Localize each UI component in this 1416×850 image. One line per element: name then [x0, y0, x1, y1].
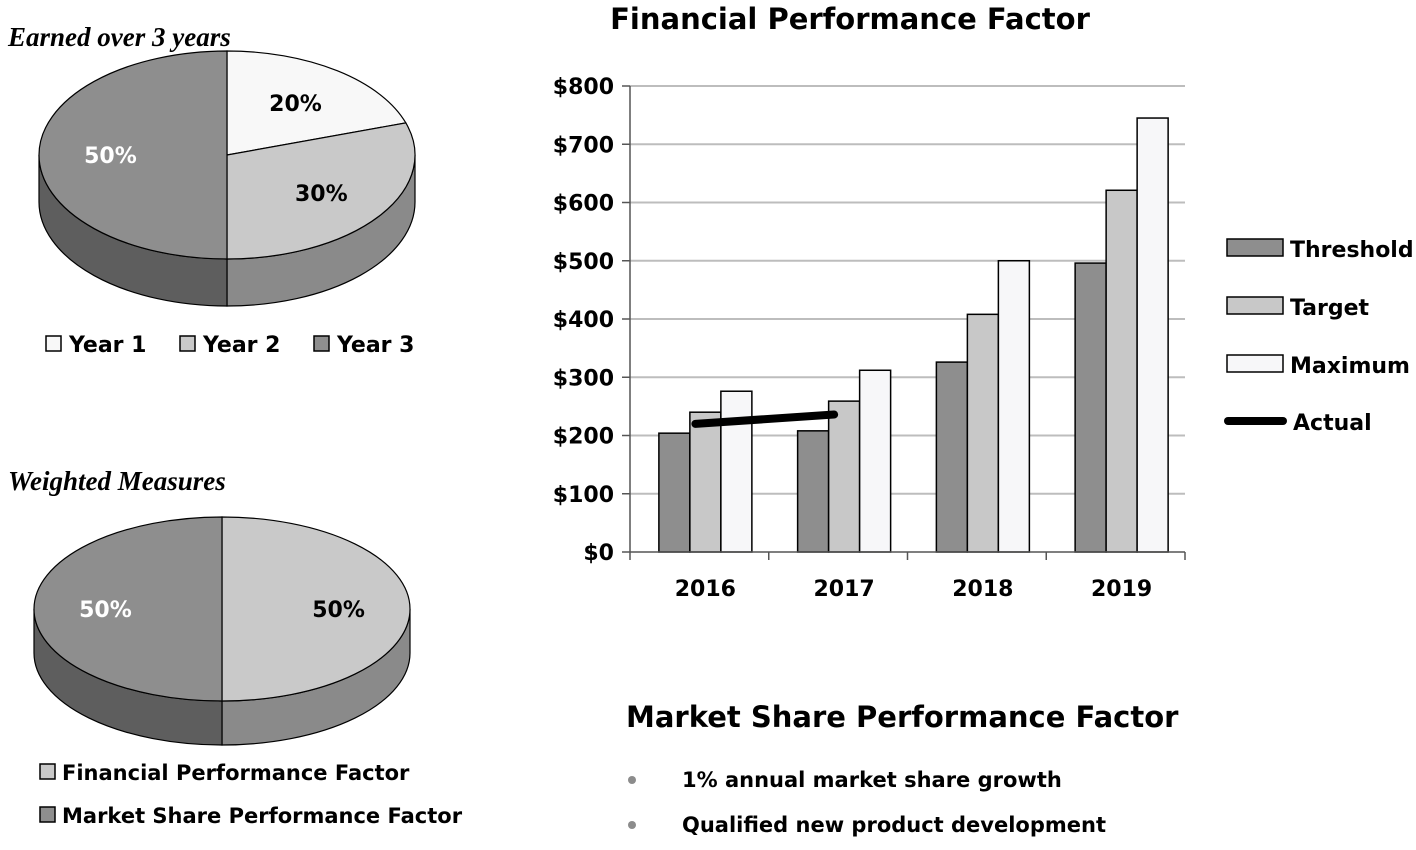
- y-tick-label: $300: [553, 366, 614, 391]
- pie-data-label: 30%: [295, 182, 348, 207]
- pie1-chart: 20% 30% 50%: [38, 50, 416, 307]
- pie2-legend: Financial Performance Factor Market Share…: [39, 761, 463, 828]
- market-share-bullet: 1% annual market share growth: [628, 760, 1106, 805]
- legend-swatch: [1226, 296, 1284, 315]
- pie-data-label: 20%: [269, 92, 322, 117]
- legend-label: Year 2: [202, 333, 281, 358]
- pie-slice: [221, 516, 411, 702]
- legend-swatch: [179, 335, 196, 352]
- bar-maximum: [858, 369, 892, 553]
- legend-label: Actual: [1293, 411, 1372, 436]
- x-tick-label: 2016: [675, 577, 736, 602]
- actual-series-line: [691, 410, 839, 428]
- bar-target: [1105, 189, 1138, 553]
- pie-data-label: 50%: [84, 144, 137, 169]
- pie2-title: Weighted Measures: [8, 466, 226, 496]
- x-tick-label: 2017: [814, 577, 875, 602]
- pie-slice: [226, 50, 407, 156]
- bar-chart-title: Financial Performance Factor: [610, 2, 1090, 36]
- bar-threshold: [935, 361, 969, 553]
- bar-threshold: [1074, 262, 1107, 553]
- legend-swatch: [1226, 354, 1284, 373]
- legend-label: Target: [1290, 296, 1370, 321]
- pie-slice: [38, 50, 228, 260]
- y-tick-label: $600: [553, 192, 614, 217]
- bar-threshold: [796, 430, 830, 553]
- legend-label: Year 3: [336, 333, 415, 358]
- y-tick-label: $200: [553, 425, 614, 450]
- legend-label: Threshold: [1290, 238, 1414, 263]
- y-tick-label: $700: [553, 133, 614, 158]
- pie1-legend: Year 1 Year 2 Year 3: [45, 333, 415, 358]
- pie-data-label: 50%: [79, 598, 132, 623]
- actual-line: [691, 410, 839, 428]
- bar-maximum: [720, 390, 753, 553]
- pie2-chart: 50% 50%: [33, 516, 411, 746]
- bar-legend: Threshold Target Maximum Actual: [1224, 238, 1414, 436]
- pie-slice: [33, 516, 223, 702]
- bar-y-axis: $0 $100 $200 $300 $400 $500 $600 $700 $800: [553, 75, 630, 566]
- y-tick-label: $800: [553, 75, 614, 100]
- legend-swatch: [1226, 238, 1284, 257]
- x-tick-label: 2018: [952, 577, 1013, 602]
- legend-swatch: [45, 335, 62, 352]
- pie1-title: Earned over 3 years: [7, 22, 231, 52]
- market-share-bullets: 1% annual market share growth Qualified …: [628, 760, 1106, 850]
- y-tick-label: $0: [583, 541, 614, 566]
- legend-label: Year 1: [68, 333, 147, 358]
- bar-maximum: [997, 260, 1031, 553]
- market-share-title: Market Share Performance Factor: [626, 700, 1179, 734]
- legend-swatch: [313, 335, 330, 352]
- bar-x-axis: 2016 2017 2018 2019: [629, 552, 1186, 602]
- y-tick-label: $100: [553, 483, 614, 508]
- market-share-bullet: Qualified new product development: [628, 805, 1106, 850]
- legend-label: Financial Performance Factor: [62, 761, 410, 785]
- pie-slice: [226, 122, 416, 260]
- legend-label: Maximum: [1290, 354, 1410, 379]
- bar-maximum: [1136, 117, 1169, 553]
- legend-label: Market Share Performance Factor: [62, 804, 463, 828]
- bullet-dot-icon: [628, 776, 636, 784]
- bar-target: [689, 411, 722, 553]
- bar-target: [966, 313, 1000, 553]
- legend-swatch: [39, 763, 56, 780]
- legend-swatch: [39, 806, 56, 823]
- y-tick-label: $400: [553, 308, 614, 333]
- pie-data-label: 50%: [312, 598, 365, 623]
- y-tick-label: $500: [553, 250, 614, 275]
- bar-series: [658, 117, 1169, 553]
- bar-target: [827, 400, 861, 553]
- bullet-text: 1% annual market share growth: [682, 768, 1062, 792]
- bullet-text: Qualified new product development: [682, 813, 1106, 837]
- bullet-dot-icon: [628, 821, 636, 829]
- bar-threshold: [658, 432, 691, 553]
- x-tick-label: 2019: [1091, 577, 1152, 602]
